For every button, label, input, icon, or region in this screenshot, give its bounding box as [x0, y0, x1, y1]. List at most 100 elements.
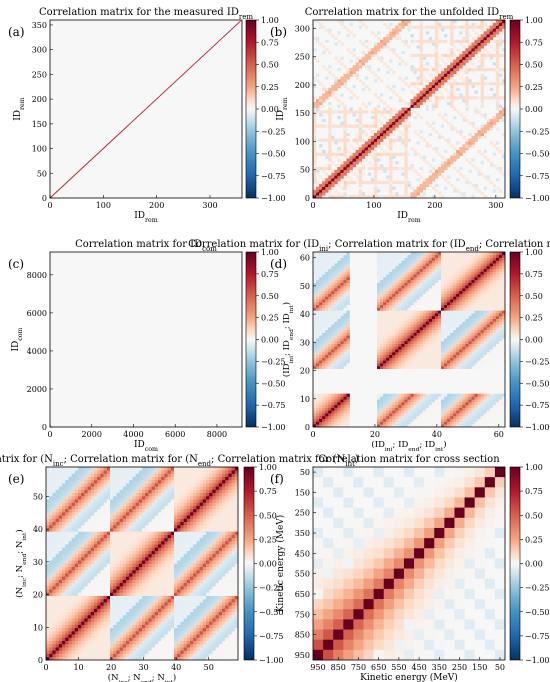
- cell: [459, 304, 463, 308]
- cell: [392, 48, 396, 52]
- cell: [425, 343, 430, 347]
- cell: [404, 324, 408, 328]
- x-tick-label: 4000: [123, 430, 143, 439]
- cell: [383, 62, 387, 66]
- cell: [413, 299, 417, 303]
- cell: [471, 45, 475, 49]
- cell: [392, 268, 396, 272]
- cell: [395, 254, 399, 258]
- cell: [441, 70, 445, 74]
- cell: [456, 349, 460, 353]
- cell: [437, 329, 442, 333]
- cell: [337, 124, 341, 128]
- cell: [422, 290, 427, 294]
- cell: [383, 313, 387, 317]
- cell: [322, 424, 326, 428]
- cell: [386, 321, 390, 325]
- cell: [501, 152, 506, 156]
- cell: [462, 268, 466, 272]
- cell: [480, 56, 484, 60]
- cell: [148, 653, 152, 658]
- cell: [465, 288, 469, 292]
- cell: [377, 357, 381, 361]
- cell: [380, 296, 384, 300]
- cell: [410, 268, 414, 272]
- cell: [492, 48, 497, 52]
- cell: [501, 299, 506, 303]
- cell: [495, 288, 500, 292]
- cell: [450, 53, 454, 58]
- cell: [106, 643, 111, 648]
- cell: [489, 393, 494, 397]
- cell: [361, 59, 366, 63]
- cell: [370, 178, 375, 182]
- cell: [361, 195, 366, 199]
- cell: [389, 363, 393, 367]
- cell: [434, 271, 439, 275]
- cell: [407, 357, 411, 361]
- plot-frame: [49, 251, 243, 428]
- cell: [389, 181, 393, 185]
- cell: [447, 290, 451, 294]
- cell: [377, 293, 381, 297]
- cell: [142, 650, 146, 654]
- cell: [422, 277, 427, 281]
- cell: [450, 62, 454, 66]
- cell: [465, 68, 469, 72]
- cell: [489, 290, 494, 294]
- cell: [313, 36, 317, 41]
- cell: [447, 158, 451, 162]
- cell: [355, 96, 360, 100]
- cell: [413, 285, 417, 289]
- cell: [328, 279, 332, 283]
- cell: [313, 299, 317, 303]
- cell: [480, 357, 484, 361]
- cell: [358, 107, 363, 111]
- cell: [132, 643, 136, 648]
- cell: [501, 324, 506, 328]
- cell: [337, 421, 341, 425]
- cell: [495, 34, 500, 38]
- cell: [498, 166, 503, 171]
- cell: [119, 653, 124, 658]
- cell: [425, 310, 430, 314]
- cell: [358, 79, 363, 83]
- cell: [434, 340, 439, 344]
- chart-title: Correlation matrix for (IDini; Correlati…: [188, 239, 550, 253]
- cell: [401, 166, 405, 171]
- cell: [437, 39, 442, 43]
- cell: [459, 263, 463, 267]
- cell: [450, 313, 454, 317]
- cell: [465, 252, 469, 256]
- cell: [322, 279, 326, 283]
- cell: [498, 36, 503, 41]
- cell: [453, 338, 457, 342]
- cell: [437, 169, 442, 173]
- cell: [352, 113, 356, 117]
- cell: [367, 141, 372, 145]
- cell: [398, 399, 402, 403]
- cell: [343, 407, 347, 411]
- cell: [337, 254, 341, 258]
- cell: [437, 324, 442, 328]
- cell: [483, 349, 488, 353]
- cell: [401, 271, 405, 275]
- cell: [437, 315, 442, 319]
- cell: [328, 90, 332, 94]
- cell: [468, 296, 472, 300]
- cell: [313, 354, 317, 358]
- cell: [334, 181, 338, 185]
- cell: [480, 34, 484, 38]
- cell: [441, 277, 445, 281]
- cell: [425, 404, 430, 408]
- cell: [343, 360, 347, 364]
- cell: [495, 360, 500, 364]
- cell: [477, 51, 481, 55]
- cell: [471, 421, 475, 425]
- cell: [483, 22, 488, 26]
- cell: [410, 410, 414, 414]
- cell: [395, 274, 399, 278]
- cell: [343, 110, 347, 114]
- cell: [337, 424, 341, 428]
- cell: [474, 282, 478, 286]
